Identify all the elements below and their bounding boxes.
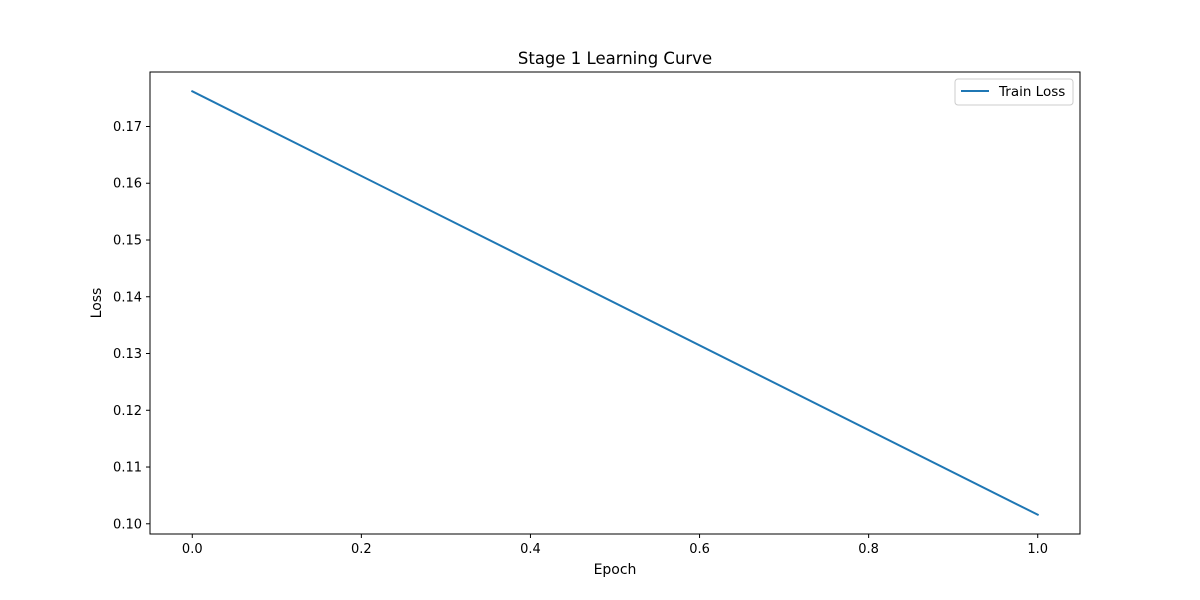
x-tick-label: 0.4 [520,542,541,557]
x-tick-label: 0.0 [182,542,203,557]
y-axis-ticks: 0.10 0.11 0.12 0.13 0.14 0.15 0.16 0.17 [113,120,150,532]
plot-area-frame [149,71,1081,535]
y-tick-label: 0.17 [113,120,142,135]
x-tick-label: 0.8 [858,542,879,557]
y-tick-label: 0.11 [113,461,142,476]
x-tick-label: 0.2 [351,542,372,557]
y-tick-label: 0.10 [113,517,142,532]
legend: Train Loss [954,78,1074,106]
y-tick-label: 0.15 [113,234,142,249]
x-tick-label: 0.6 [689,542,710,557]
chart-title: Stage 1 Learning Curve [518,49,712,68]
y-tick-label: 0.16 [113,177,142,192]
y-tick-label: 0.12 [113,404,142,419]
series-layer [190,89,1040,517]
x-axis-label: Epoch [594,562,637,578]
y-axis-label: Loss [89,288,105,319]
series-line-train-loss [190,89,1040,517]
y-tick-label: 0.14 [113,290,142,305]
legend-label-train-loss: Train Loss [998,84,1065,100]
legend-box [954,78,1074,106]
x-tick-label: 1.0 [1027,542,1048,557]
y-tick-label: 0.13 [113,347,142,362]
x-axis-ticks: 0.0 0.2 0.4 0.6 0.8 1.0 [182,534,1048,557]
